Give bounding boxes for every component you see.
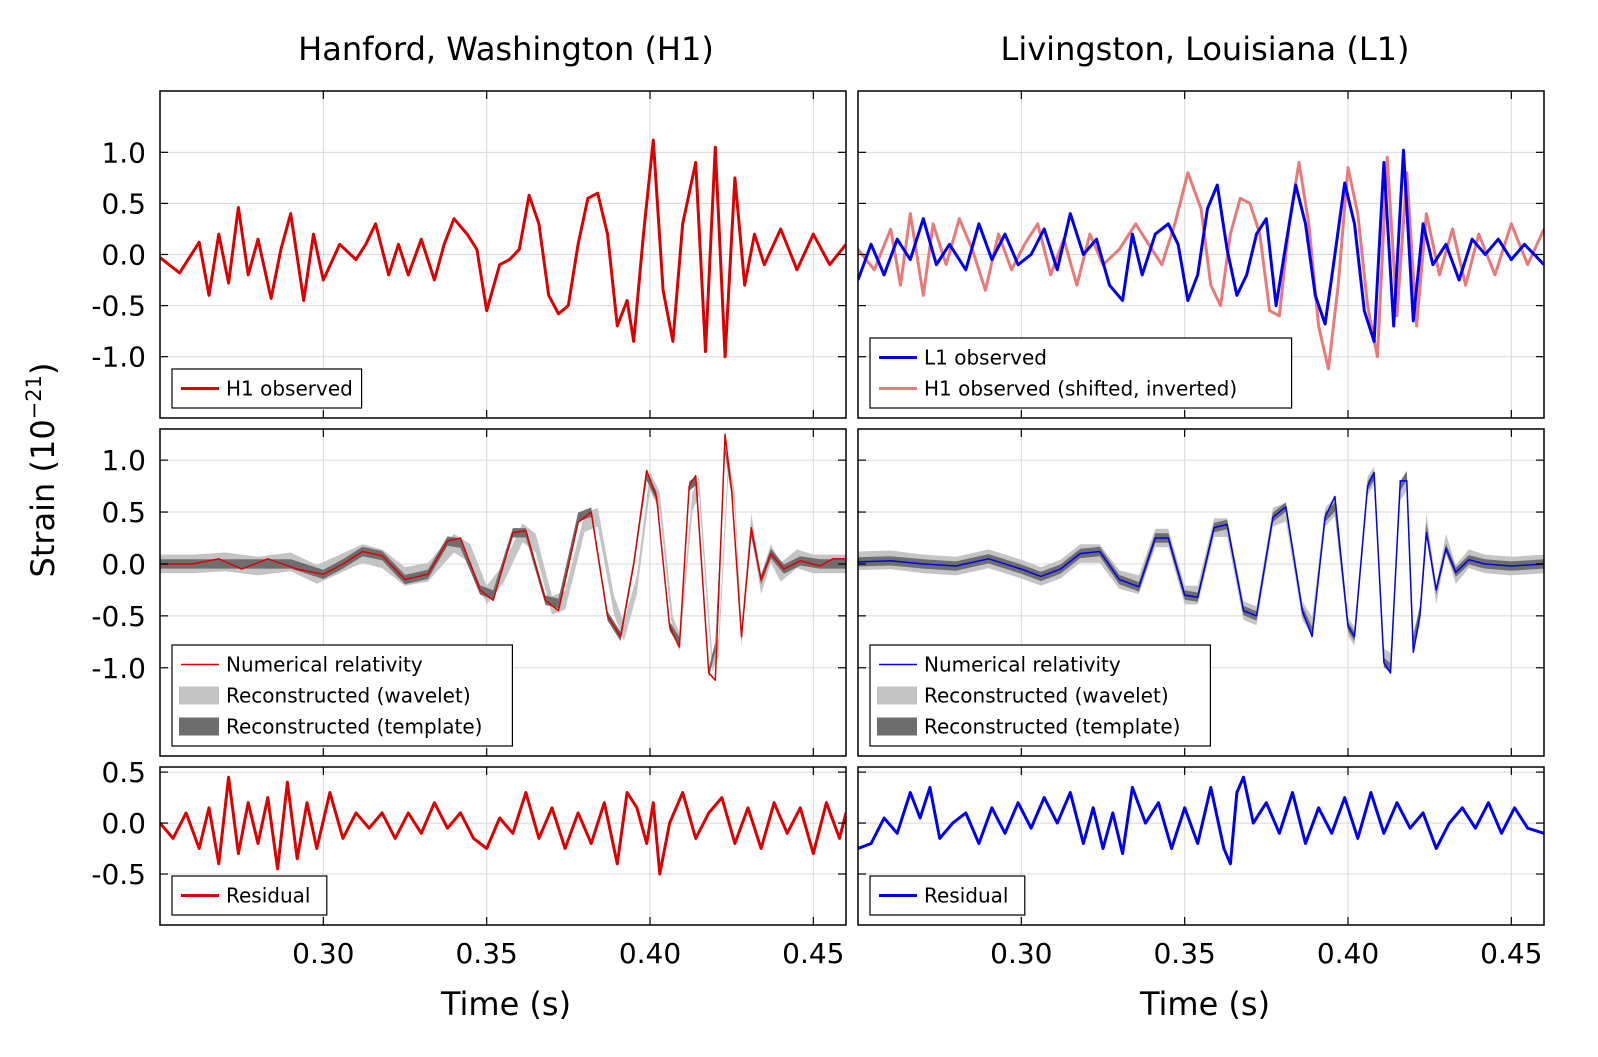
y-tick-label: 1.0 (101, 444, 146, 477)
legend: Numerical relativity Reconstructed (wavel… (869, 644, 1211, 747)
band-reconstructed-template (160, 445, 846, 678)
series-group (160, 775, 846, 876)
x-tick-label: 0.40 (1317, 937, 1379, 970)
x-tick-label: 0.35 (1153, 937, 1215, 970)
line-l1-observed (858, 148, 1544, 343)
legend-swatch (179, 717, 219, 736)
x-tick-label: 0.30 (990, 937, 1052, 970)
panel-h1-residual: -0.5 0.0 0.5 0.30 0.35 0.40 0.45 Residual (91, 756, 847, 970)
grid-lines (160, 91, 846, 418)
panel-l1-residual: 0.30 0.35 0.40 0.45 Residual (857, 766, 1545, 970)
legend-swatch (877, 717, 917, 736)
panel-h1-observed: -1.0 -0.5 0.0 0.5 1.0 H1 observed (91, 90, 847, 419)
band-reconstructed-wavelet (858, 466, 1544, 672)
series-group (858, 775, 1544, 866)
legend-label: Reconstructed (wavelet) (924, 684, 1169, 708)
title-left: Hanford, Washington (H1) (298, 30, 714, 68)
legend-box (171, 644, 513, 747)
axes-frame (159, 766, 847, 926)
y-tick-label: 0.5 (101, 756, 146, 789)
panel-l1-reconstruction: Numerical relativity Reconstructed (wavel… (857, 428, 1545, 757)
tick-marks (858, 91, 1544, 418)
y-tick-label: -1.0 (91, 341, 146, 374)
tick-marks (858, 767, 1544, 925)
y-tick-label: 0.0 (101, 239, 146, 272)
line-h1-observed (160, 138, 846, 359)
line-residual (858, 775, 1544, 866)
line-residual (160, 775, 846, 876)
legend-swatch (877, 686, 917, 705)
legend-swatch (179, 686, 219, 705)
series-group (160, 138, 846, 359)
legend-label: Reconstructed (wavelet) (226, 684, 471, 708)
x-axis-label-left: Time (s) (440, 985, 571, 1023)
tick-marks (160, 429, 846, 756)
panel-h1-reconstruction: -1.0 -0.5 0.0 0.5 1.0 Numerical relativity Rec… (91, 428, 847, 757)
x-tick-label: 0.40 (619, 937, 681, 970)
series-group (160, 433, 846, 681)
x-tick-label: 0.35 (455, 937, 517, 970)
y-axis-label-base: Strain (10 (24, 419, 62, 577)
axes-frame (857, 766, 1545, 926)
x-axis-label-right: Time (s) (1139, 985, 1270, 1023)
legend: Residual (869, 875, 1026, 916)
line-h1-observed-shifted-inverted (858, 155, 1544, 371)
y-axis-label-exponent: −21 (22, 375, 46, 419)
title-right: Livingston, Louisiana (L1) (1001, 30, 1410, 68)
series-group (858, 466, 1544, 674)
y-axis-label: Strain (10−21) (22, 363, 62, 578)
y-tick-label: -0.5 (91, 290, 146, 323)
legend-label: Numerical relativity (226, 653, 423, 677)
panel-l1-observed: L1 observed H1 observed (shifted, inverte… (857, 90, 1545, 419)
legend: H1 observed (171, 368, 363, 409)
line-numerical-relativity (160, 433, 846, 681)
line-numerical-relativity (858, 471, 1544, 674)
legend-label: Residual (924, 884, 1008, 908)
legend-box (869, 644, 1211, 747)
y-axis-label-close: ) (24, 363, 62, 375)
y-tick-label: -0.5 (91, 600, 146, 633)
legend-box (869, 337, 1293, 409)
axes-frame (159, 428, 847, 757)
legend-label: H1 observed (226, 377, 353, 401)
legend-label: Reconstructed (template) (226, 715, 482, 739)
legend-label: Residual (226, 884, 310, 908)
x-tick-label: 0.45 (1480, 937, 1542, 970)
legend: Residual (171, 875, 328, 916)
tick-marks (160, 767, 846, 925)
x-tick-label: 0.45 (782, 937, 844, 970)
y-tick-label: 0.5 (101, 496, 146, 529)
x-tick-label: 0.30 (292, 937, 354, 970)
y-tick-label: -1.0 (91, 652, 146, 685)
tick-marks (160, 91, 846, 418)
y-tick-label: 0.0 (101, 807, 146, 840)
y-tick-label: 0.0 (101, 548, 146, 581)
legend-label: Numerical relativity (924, 653, 1121, 677)
y-tick-label: -0.5 (91, 858, 146, 891)
tick-marks (858, 429, 1544, 756)
axes-frame (857, 428, 1545, 757)
y-tick-label: 1.0 (101, 136, 146, 169)
legend: L1 observed H1 observed (shifted, inverte… (869, 337, 1293, 409)
legend-label: Reconstructed (template) (924, 715, 1180, 739)
y-tick-label: 0.5 (101, 187, 146, 220)
series-group (858, 148, 1544, 371)
legend-label: L1 observed (924, 346, 1047, 370)
legend-label: H1 observed (shifted, inverted) (924, 377, 1237, 401)
legend: Numerical relativity Reconstructed (wavel… (171, 644, 513, 747)
